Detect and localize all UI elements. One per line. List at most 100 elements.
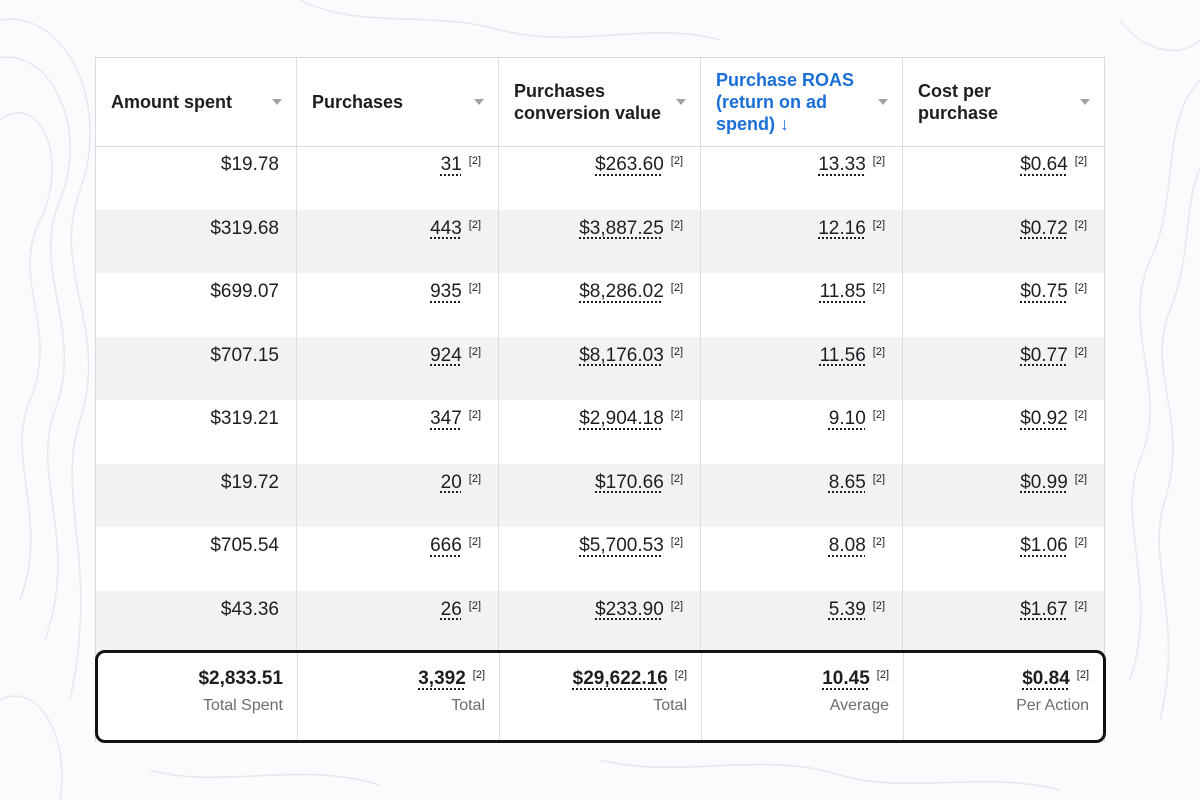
roas-value[interactable]: 11.85: [819, 281, 866, 302]
total-conversion-value-label: Total: [653, 697, 687, 714]
purchases-cell: 20 [2]: [297, 463, 499, 527]
attribution-note: [2]: [872, 282, 885, 294]
purchases-value[interactable]: 31: [440, 154, 462, 175]
amount-spent-cell: $699.07: [96, 273, 297, 337]
total-cost-per-purchase-cell: $0.84 [2] Per Action: [904, 653, 1103, 740]
roas-cell: 5.39 [2]: [701, 590, 903, 654]
roas-cell: 12.16 [2]: [701, 209, 903, 273]
attribution-note: [2]: [670, 536, 683, 548]
total-roas-label: Average: [829, 697, 889, 714]
table-body: $19.78 31 [2] $263.60 [2] 13.33 [2] $0.64 [2] $31…: [96, 146, 1104, 654]
attribution-note: [2]: [670, 218, 683, 231]
purchases-value[interactable]: 443: [430, 217, 462, 239]
total-purchases-label: Total: [451, 697, 485, 714]
attribution-note: [2]: [872, 345, 885, 358]
amount-spent-cell: $705.54: [96, 527, 297, 591]
sort-caret-icon[interactable]: [878, 99, 888, 105]
cost-per-purchase-cell: $0.77 [2]: [903, 337, 1104, 401]
roas-cell: 13.33 [2]: [701, 146, 903, 210]
table-row: $43.36 26 [2] $233.90 [2] 5.39 [2] $1.67 [2]: [96, 590, 1104, 655]
attribution-note: [2]: [468, 218, 481, 231]
amount-spent-value: $707.15: [210, 344, 279, 366]
purchases-cell: 924 [2]: [297, 336, 499, 400]
conversion-value-value[interactable]: $8,286.02: [579, 281, 664, 302]
sort-caret-icon[interactable]: [272, 99, 282, 105]
cost-per-purchase-value[interactable]: $0.92: [1020, 408, 1068, 429]
purchases-value[interactable]: 924: [430, 344, 462, 366]
conversion-value-value[interactable]: $233.90: [595, 598, 664, 620]
sort-caret-icon[interactable]: [1080, 99, 1090, 105]
conversion-value-value[interactable]: $2,904.18: [579, 408, 664, 429]
attribution-note: [2]: [1074, 472, 1087, 485]
conversion-value-value[interactable]: $263.60: [595, 154, 664, 175]
attribution-note: [2]: [472, 669, 485, 681]
roas-value[interactable]: 13.33: [818, 154, 866, 175]
total-conversion-value[interactable]: $29,622.16: [572, 668, 668, 689]
total-purchases-cell: 3,392 [2] Total: [298, 653, 500, 740]
roas-value[interactable]: 8.65: [828, 471, 866, 493]
roas-value[interactable]: 5.39: [828, 598, 866, 620]
roas-cell: 11.85 [2]: [701, 273, 903, 337]
purchases-cell: 31 [2]: [297, 146, 499, 210]
conversion-value-value[interactable]: $8,176.03: [579, 344, 664, 366]
attribution-note: [2]: [1074, 282, 1087, 294]
column-header-purchases[interactable]: Purchases: [297, 58, 499, 146]
attribution-note: [2]: [670, 345, 683, 358]
column-header-amount-spent[interactable]: Amount spent: [96, 58, 297, 146]
column-header-purchases-conversion-value[interactable]: Purchases conversion value: [499, 58, 701, 146]
roas-value[interactable]: 8.08: [828, 535, 866, 556]
amount-spent-value: $319.68: [210, 217, 279, 239]
roas-value[interactable]: 9.10: [828, 408, 866, 429]
cost-per-purchase-cell: $0.72 [2]: [903, 210, 1104, 274]
cost-per-purchase-value[interactable]: $0.64: [1020, 154, 1068, 175]
cost-per-purchase-value[interactable]: $1.06: [1020, 535, 1068, 556]
cost-per-purchase-cell: $1.67 [2]: [903, 591, 1104, 655]
attribution-note: [2]: [1074, 409, 1087, 421]
roas-cell: 11.56 [2]: [701, 336, 903, 400]
conversion-value-value[interactable]: $5,700.53: [579, 535, 664, 556]
sort-caret-icon[interactable]: [676, 99, 686, 105]
total-amount-spent: $2,833.51: [198, 668, 283, 689]
purchases-cell: 347 [2]: [297, 400, 499, 464]
total-purchases[interactable]: 3,392: [418, 668, 466, 689]
table-row: $319.21 347 [2] $2,904.18 [2] 9.10 [2] $0.92 [2]: [96, 400, 1104, 464]
attribution-note: [2]: [1074, 536, 1087, 548]
purchases-cell: 443 [2]: [297, 209, 499, 273]
column-header-label: Amount spent: [111, 92, 232, 112]
amount-spent-cell: $319.68: [96, 209, 297, 273]
amount-spent-value: $699.07: [210, 281, 279, 302]
attribution-note: [2]: [1074, 345, 1087, 358]
amount-spent-value: $319.21: [210, 408, 279, 429]
attribution-note: [2]: [1074, 155, 1087, 167]
roas-value[interactable]: 12.16: [818, 217, 866, 239]
cost-per-purchase-value[interactable]: $0.72: [1020, 217, 1068, 239]
sort-caret-icon[interactable]: [474, 99, 484, 105]
roas-value[interactable]: 11.56: [819, 344, 866, 366]
purchases-value[interactable]: 20: [440, 471, 462, 493]
cost-per-purchase-value[interactable]: $1.67: [1020, 598, 1068, 620]
conversion-value-value[interactable]: $3,887.25: [579, 217, 664, 239]
conversion-value-cell: $5,700.53 [2]: [499, 527, 701, 591]
cost-per-purchase-value[interactable]: $0.77: [1020, 344, 1068, 366]
conversion-value-value[interactable]: $170.66: [595, 471, 664, 493]
attribution-note: [2]: [468, 536, 481, 548]
purchases-value[interactable]: 347: [430, 408, 462, 429]
column-header-label: Purchases: [312, 92, 404, 112]
amount-spent-cell: $43.36: [96, 590, 297, 654]
purchases-value[interactable]: 666: [430, 535, 462, 556]
purchases-value[interactable]: 26: [440, 598, 462, 620]
column-header-purchase-roas[interactable]: Purchase ROAS (return on ad spend) ↓: [701, 58, 903, 146]
attribution-note: [2]: [1076, 669, 1089, 681]
amount-spent-value: $705.54: [210, 535, 279, 556]
cost-per-purchase-value[interactable]: $0.75: [1020, 281, 1068, 302]
total-cost-per-purchase[interactable]: $0.84: [1022, 668, 1070, 689]
amount-spent-value: $43.36: [220, 598, 279, 620]
total-roas[interactable]: 10.45: [822, 668, 870, 689]
column-header-cost-per-purchase[interactable]: Cost per purchase: [903, 58, 1104, 146]
attribution-note: [2]: [468, 345, 481, 358]
attribution-note: [2]: [468, 599, 481, 612]
conversion-value-cell: $8,286.02 [2]: [499, 273, 701, 337]
purchases-value[interactable]: 935: [430, 281, 462, 302]
attribution-note: [2]: [468, 409, 481, 421]
cost-per-purchase-value[interactable]: $0.99: [1020, 471, 1068, 493]
